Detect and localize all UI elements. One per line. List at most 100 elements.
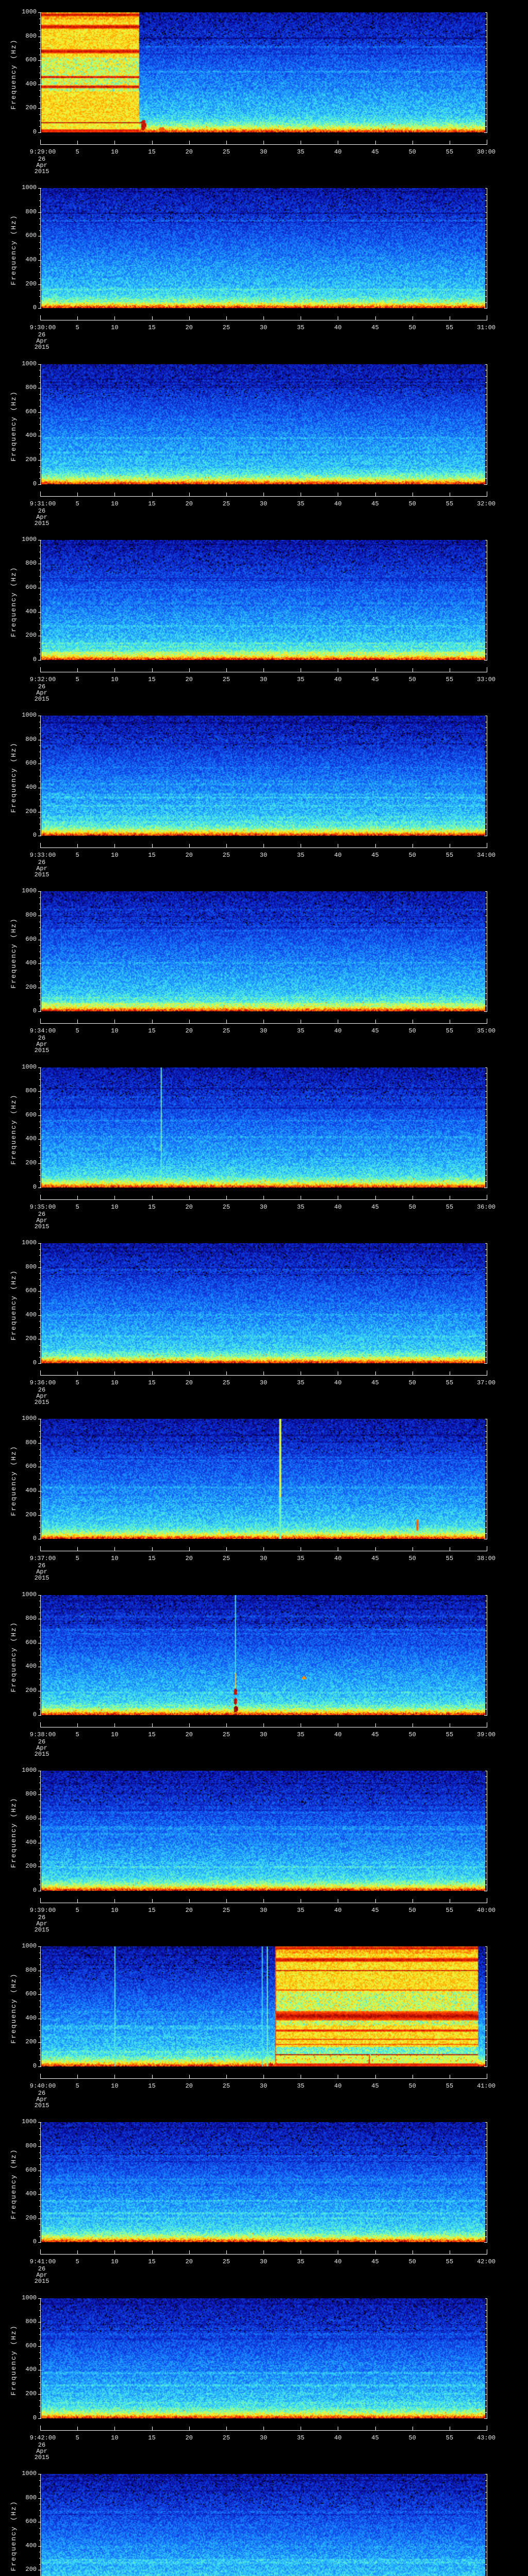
y-tick-label: 200 [25, 2390, 37, 2398]
x-major-tick [263, 492, 264, 496]
x-major-tick [189, 1371, 190, 1375]
end-time-label: 30:00 [476, 148, 496, 156]
y-minor-tick-left [39, 2212, 41, 2213]
y-tick-label: 200 [25, 280, 37, 287]
date-label: 2015 [34, 1926, 50, 1934]
y-minor-tick-right [485, 2164, 487, 2165]
y-tick-label: 1000 [22, 1415, 37, 1422]
date-label: 26 [38, 2265, 46, 2273]
x-major-tick [226, 316, 227, 320]
y-axis-label: Frequency (Hz) [10, 1269, 18, 1341]
x-tick-label: 50 [408, 852, 416, 859]
y-minor-tick-right [485, 2412, 487, 2413]
y-major-tick-right [484, 1163, 487, 1164]
y-major-tick-right [484, 1091, 487, 1092]
y-tick-label: 400 [25, 1838, 37, 1846]
y-major-tick-left [38, 2498, 41, 2499]
y-tick-label: 1000 [22, 1063, 37, 1071]
x-major-tick [375, 1723, 376, 1727]
y-minor-tick-right [485, 1527, 487, 1528]
y-minor-tick-right [485, 630, 487, 631]
x-tick-label: 55 [446, 2434, 454, 2442]
y-minor-tick-right [485, 1333, 487, 1334]
start-time-label: 9:41:00 [29, 2258, 56, 2266]
y-minor-tick-right [485, 1151, 487, 1152]
spectrogram-panel: Frequency (Hz)02004006008001000510152025… [0, 2461, 528, 2576]
y-minor-tick-left [39, 1509, 41, 1510]
start-time-label: 9:36:00 [29, 1379, 56, 1386]
y-minor-tick-left [39, 1145, 41, 1146]
y-tick-label: 600 [25, 232, 37, 240]
y-minor-tick-right [485, 927, 487, 928]
x-tick-label: 40 [334, 2434, 342, 2442]
y-tick-label: 200 [25, 104, 37, 112]
x-tick-label: 45 [371, 2258, 379, 2266]
y-minor-tick-right [485, 290, 487, 291]
x-major-tick [114, 2250, 116, 2255]
y-major-tick-right [484, 84, 487, 85]
y-minor-tick-right [485, 90, 487, 91]
y-axis-left [40, 1595, 41, 1716]
y-minor-tick-right [485, 266, 487, 267]
y-tick-label: 1000 [22, 711, 37, 719]
y-axis-label: Frequency (Hz) [10, 214, 18, 285]
y-minor-tick-right [485, 993, 487, 994]
x-major-tick [114, 668, 116, 672]
y-major-tick-left [38, 460, 41, 461]
x-axis [40, 496, 487, 497]
y-minor-tick-right [485, 1079, 487, 1080]
y-minor-tick-right [485, 909, 487, 910]
x-tick-label: 10 [111, 1027, 119, 1035]
x-major-tick [114, 2075, 116, 2079]
x-major-tick [226, 1723, 227, 1727]
x-tick-label: 35 [296, 852, 305, 859]
y-minor-tick-left [39, 2316, 41, 2317]
date-label: 26 [38, 1035, 46, 1042]
y-minor-tick-right [485, 829, 487, 831]
x-tick-label: 30 [259, 1731, 268, 1738]
y-tick-label: 800 [25, 1615, 37, 1622]
x-major-tick [189, 1195, 190, 1199]
x-tick-label: 10 [111, 2082, 119, 2090]
y-minor-tick-left [39, 200, 41, 201]
spectrogram-heatmap [41, 1419, 485, 1539]
y-major-tick-left [38, 1291, 41, 1292]
x-major-tick [189, 1899, 190, 1903]
x-major-tick [375, 668, 376, 672]
y-tick-label: 800 [25, 560, 37, 567]
y-minor-tick-left [39, 296, 41, 297]
y-minor-tick-right [485, 1812, 487, 1814]
x-tick-label: 30 [259, 2434, 268, 2442]
x-tick-label: 15 [148, 1906, 156, 1914]
y-major-tick-left [38, 2418, 41, 2419]
x-tick-label: 45 [371, 500, 379, 507]
y-minor-tick-right [485, 448, 487, 449]
y-minor-tick-left [39, 1958, 41, 1959]
y-axis-left [40, 1770, 41, 1891]
y-tick-label: 800 [25, 2318, 37, 2326]
x-tick-label: 25 [222, 500, 230, 507]
x-tick-label: 55 [446, 500, 454, 507]
x-tick-label: 45 [371, 1555, 379, 1563]
x-tick-label: 35 [296, 148, 305, 156]
y-minor-tick-right [485, 442, 487, 443]
x-major-tick [189, 2075, 190, 2079]
x-major-tick [114, 1195, 116, 1199]
x-major-tick [263, 141, 264, 144]
y-major-tick-right [484, 188, 487, 189]
x-major-tick [77, 1020, 78, 1024]
x-tick-label: 20 [185, 148, 193, 156]
y-tick-label: 0 [32, 2414, 37, 2421]
date-label: 26 [38, 1913, 46, 1921]
y-major-tick-right [484, 891, 487, 892]
spectrogram-heatmap [41, 716, 485, 836]
x-tick-label: 30 [259, 2258, 268, 2266]
y-axis-label: Frequency (Hz) [10, 1445, 18, 1516]
y-axis-left [40, 1067, 41, 1188]
y-minor-tick-right [485, 2316, 487, 2317]
y-tick-label: 1000 [22, 2118, 37, 2126]
x-major-tick [114, 844, 116, 848]
y-minor-tick-right [485, 594, 487, 595]
